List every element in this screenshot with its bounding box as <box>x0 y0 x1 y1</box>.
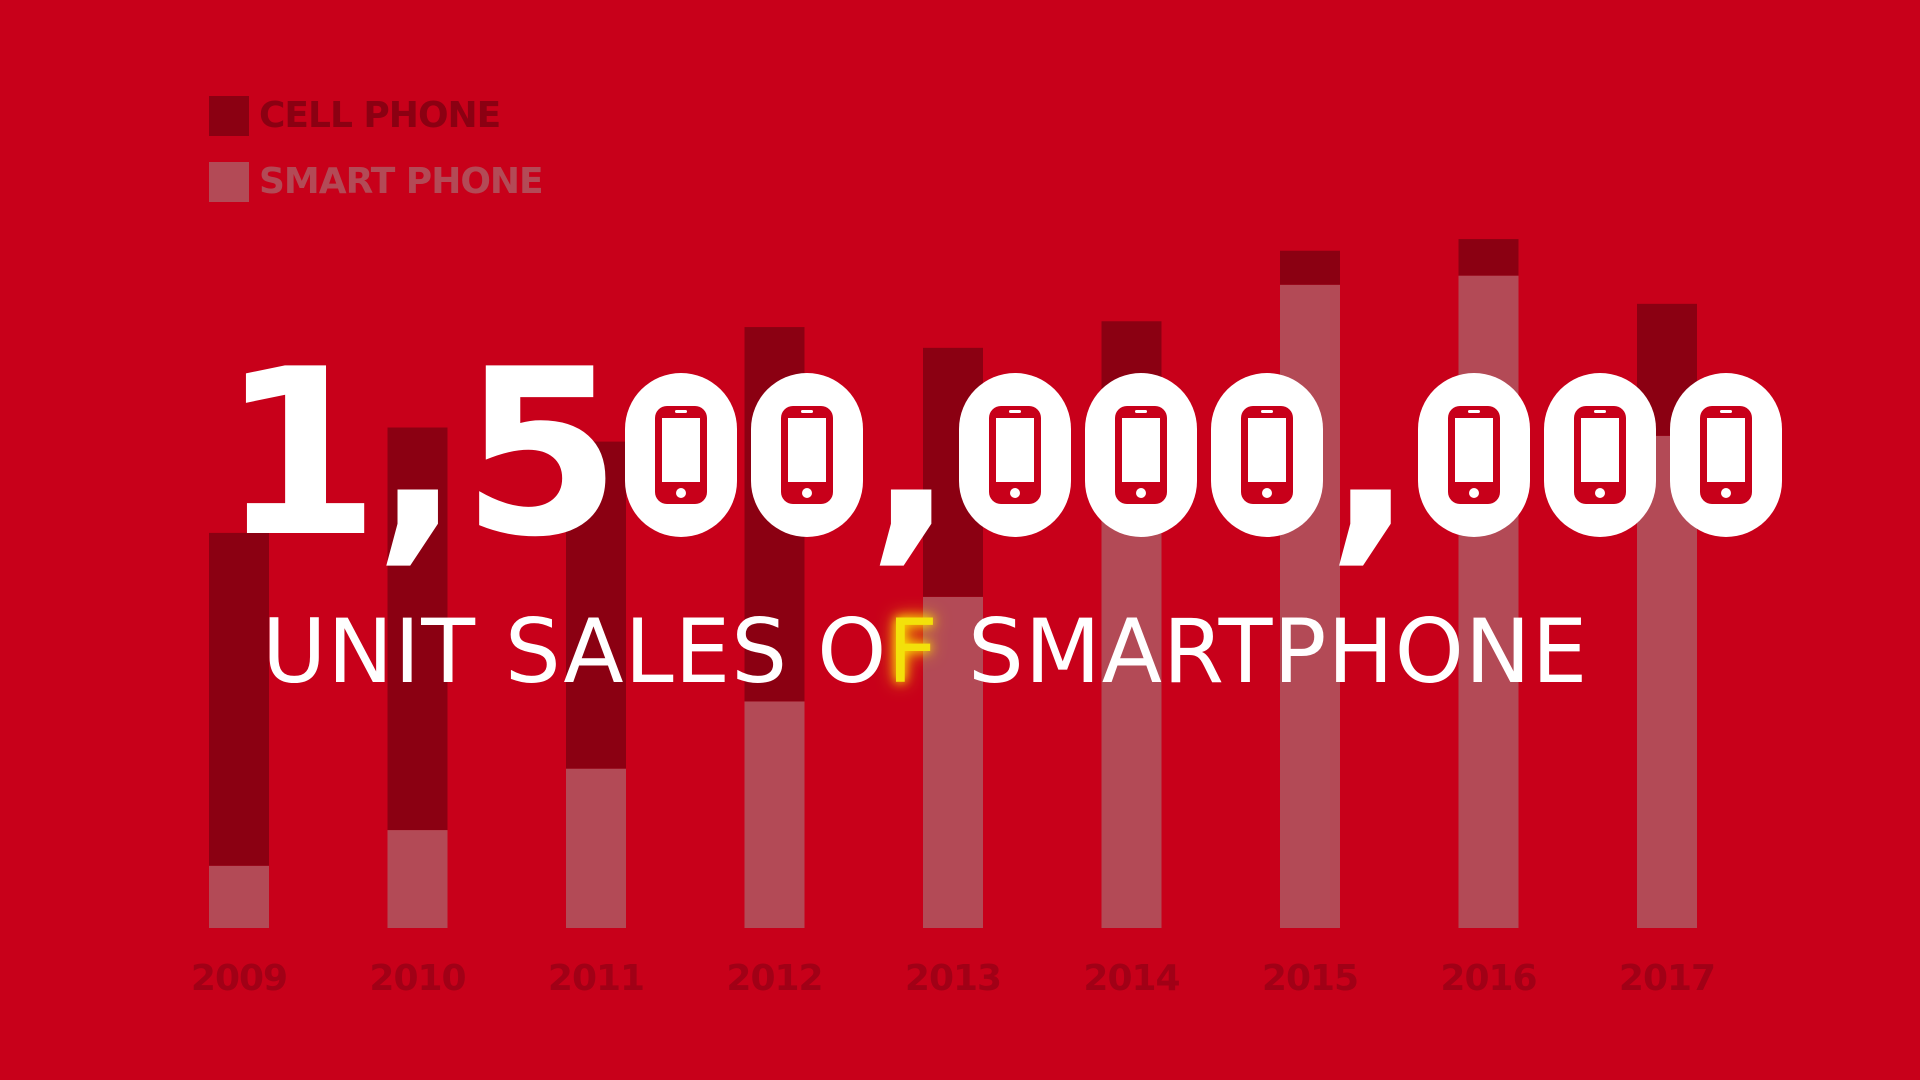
year-label-2011: 2011 <box>548 958 644 999</box>
subtitle-part-1: UNIT SALES O <box>262 600 888 703</box>
bar-cell-phone-2016 <box>1458 239 1519 276</box>
year-label-2010: 2010 <box>369 958 465 999</box>
legend-smart-phone-label: SMART PHONE <box>259 161 544 202</box>
smartphone-icon <box>1544 373 1657 537</box>
subtitle-part-2: SMARTPHONE <box>938 600 1589 703</box>
headline-comma: , <box>1326 321 1415 588</box>
year-label-2009: 2009 <box>191 958 287 999</box>
smartphone-icon <box>1418 373 1531 537</box>
year-label-2014: 2014 <box>1083 958 1179 999</box>
headline-comma: , <box>867 321 955 588</box>
headline-digit: 1 <box>220 321 380 588</box>
year-axis: 2009 2010 2011 2012 2013 2014 2015 2016 2017 <box>191 958 1716 999</box>
smartphone-icon <box>751 373 864 537</box>
year-label-2017: 2017 <box>1619 958 1715 999</box>
year-label-2015: 2015 <box>1262 958 1358 999</box>
legend-smart-phone: SMART PHONE <box>209 161 544 202</box>
year-label-2016: 2016 <box>1440 958 1536 999</box>
bar-cell-phone-2011 <box>566 441 626 769</box>
bar-smart-phone-2012 <box>744 701 805 928</box>
smartphone-icon <box>1084 373 1197 537</box>
smartphone-icon <box>1670 373 1783 537</box>
smartphone-icon <box>958 373 1071 537</box>
legend-cell-phone-label: CELL PHONE <box>259 95 501 136</box>
smartphone-icon <box>625 373 738 537</box>
year-label-2012: 2012 <box>726 958 822 999</box>
headline-number: 1,5,, <box>220 330 1786 580</box>
subtitle-highlight: F <box>887 600 939 703</box>
headline-comma: , <box>374 321 462 588</box>
legend-cell-phone: CELL PHONE <box>209 95 501 136</box>
bar-smart-phone-2009 <box>209 865 269 928</box>
bar-smart-phone-2011 <box>566 768 626 928</box>
year-label-2013: 2013 <box>905 958 1001 999</box>
subtitle: UNIT SALES OF SMARTPHONE <box>262 600 1588 703</box>
smartphone-icon <box>1210 373 1323 537</box>
legend-smart-phone-swatch <box>209 161 249 202</box>
bar-cell-phone-2015 <box>1280 250 1340 285</box>
bar-smart-phone-2013 <box>923 596 983 928</box>
bars-layer <box>209 239 1697 928</box>
headline-digit: 5 <box>461 321 621 588</box>
bar-smart-phone-2010 <box>387 830 448 928</box>
bar-cell-phone-2009 <box>209 532 269 866</box>
legend-cell-phone-swatch <box>209 95 249 136</box>
bar-cell-phone-2010 <box>387 427 448 831</box>
